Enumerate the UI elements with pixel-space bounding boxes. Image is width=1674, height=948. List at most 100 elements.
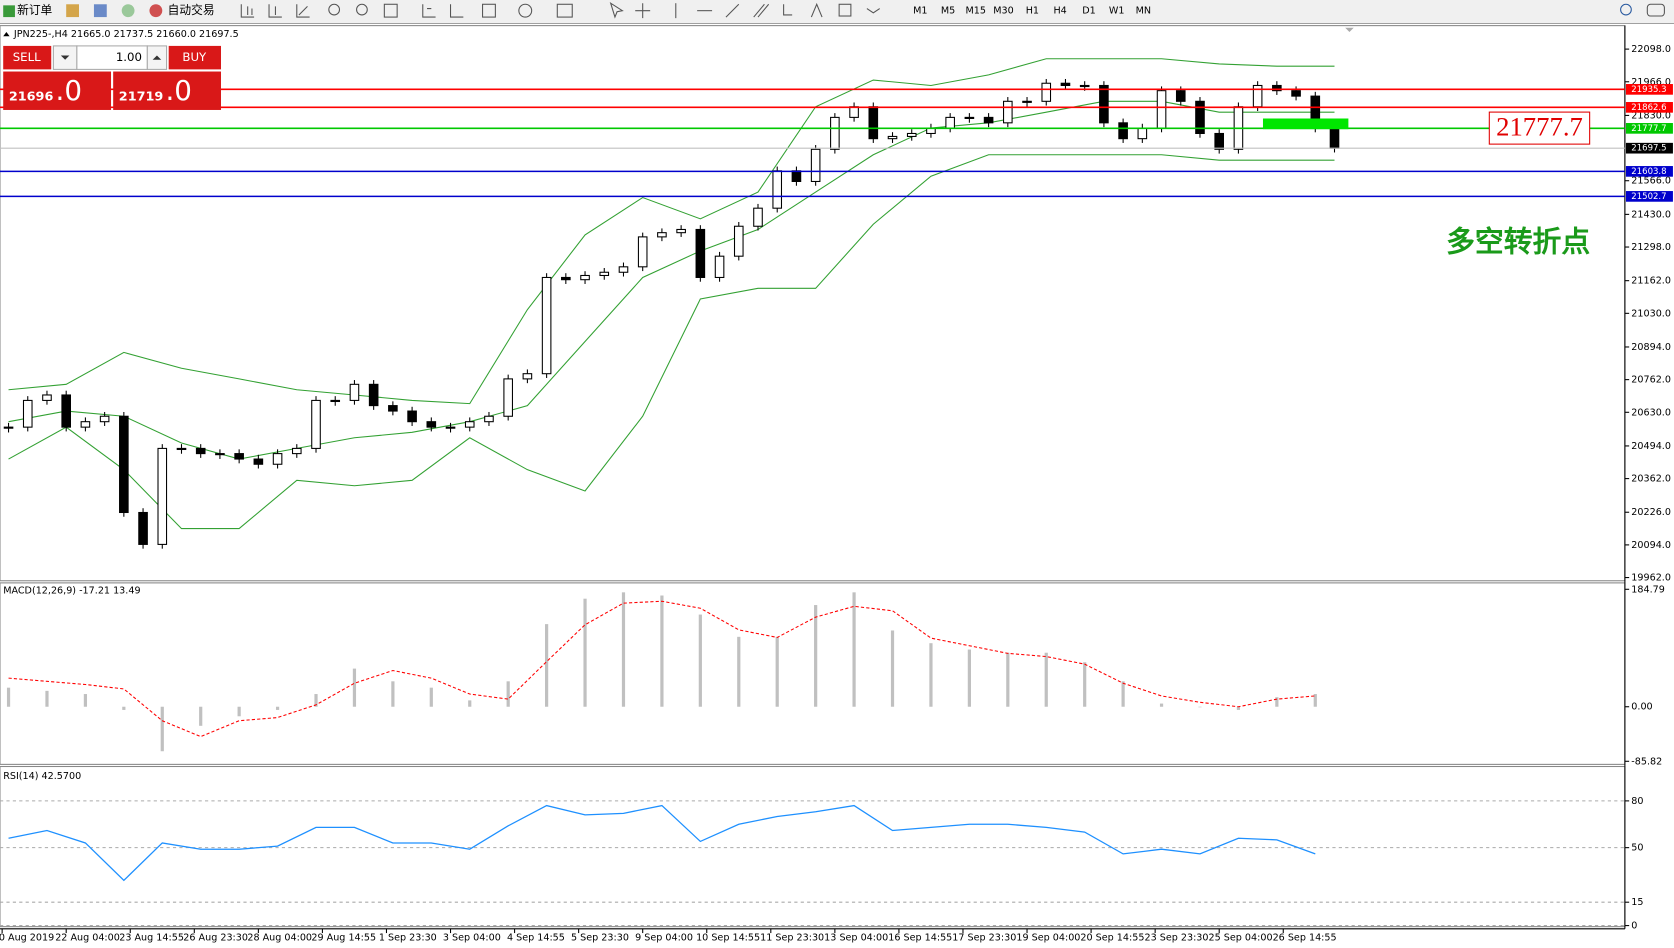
new-order-icon[interactable]: [3, 5, 15, 18]
timeframe-button[interactable]: M15: [966, 6, 987, 17]
timeframe-button[interactable]: H1: [1026, 6, 1039, 17]
icon[interactable]: [93, 4, 107, 18]
timeframe-button[interactable]: M5: [941, 6, 955, 17]
candle: [407, 410, 417, 423]
y-tick-label: 20494.0: [1631, 441, 1671, 452]
macd-panel: [0, 582, 1626, 765]
macd-bar: [45, 690, 49, 707]
timeframe-button[interactable]: M30: [993, 6, 1014, 17]
candle: [887, 135, 898, 140]
macd-title: MACD(12,26,9) -17.21 13.49: [3, 585, 140, 596]
price-tag: [1625, 123, 1673, 134]
macd-bar: [698, 614, 702, 707]
candle: [695, 228, 706, 278]
macd-bar: [275, 706, 280, 710]
candle: [426, 421, 437, 428]
tool-icons[interactable]: [240, 1, 881, 19]
arrow: [60, 55, 70, 60]
y-tick-label: 21162.0: [1631, 276, 1671, 287]
trade-panel: SELL 1.00 BUY 21696 .0 21719 .0: [3, 45, 221, 110]
candle: [791, 170, 802, 183]
pivot-zone: [1262, 118, 1349, 130]
icon[interactable]: [66, 4, 80, 18]
y-tick-label: -85.82: [1631, 756, 1662, 767]
candle: [714, 255, 725, 278]
buy-button[interactable]: [168, 45, 221, 70]
time-label: 4 Sep 14:55: [507, 932, 565, 943]
macd-bar: [737, 636, 741, 707]
price-tag: [1625, 84, 1673, 95]
buy-price-box[interactable]: [113, 71, 221, 110]
price-tag-label: 21502.7: [1631, 192, 1666, 202]
time-label: 10 Sep 14:55: [696, 932, 760, 943]
shift-marker: [1345, 27, 1354, 33]
candle: [80, 421, 91, 428]
sell-price: 21696: [9, 90, 54, 105]
volume-value: 1.00: [116, 50, 142, 64]
auto-trade-icon[interactable]: [149, 4, 163, 18]
candle: [657, 232, 667, 238]
candle: [753, 207, 763, 227]
bollinger-upper: [8, 58, 1335, 405]
macd-bar: [314, 694, 318, 707]
y-tick-label: 22098.0: [1631, 44, 1671, 55]
candle: [580, 274, 590, 281]
chat-icon[interactable]: [1646, 3, 1665, 17]
macd-bar: [122, 706, 126, 710]
sell-label[interactable]: SELL: [13, 50, 41, 64]
time-label: 26 Aug 23:30: [183, 932, 248, 943]
chart-title: JPN225-,H4 21665.0 21737.5 21660.0 21697…: [13, 29, 239, 40]
candle: [119, 415, 129, 514]
timeframe-button[interactable]: M1: [913, 6, 927, 17]
candle: [599, 271, 610, 277]
y-tick-label: 21298.0: [1631, 242, 1671, 253]
time-label: 13 Sep 04:00: [824, 932, 888, 943]
candle: [176, 447, 187, 451]
price-panel: [0, 25, 1626, 582]
timeframe-button[interactable]: H4: [1053, 6, 1066, 17]
collapse-icon[interactable]: [3, 32, 10, 37]
new-order-button[interactable]: 新订单: [17, 3, 52, 17]
timeframe-button[interactable]: D1: [1082, 6, 1096, 17]
candle: [42, 394, 52, 401]
candle: [983, 116, 994, 124]
arrow: [152, 55, 162, 60]
buy-label[interactable]: BUY: [182, 50, 207, 64]
macd-signal: [8, 600, 1316, 738]
candle: [195, 447, 206, 455]
candle: [61, 394, 71, 428]
candle: [522, 373, 533, 380]
candle: [234, 453, 244, 460]
time-label: 23 Sep 23:30: [1144, 932, 1208, 943]
price-tag: [1625, 191, 1673, 202]
timeframe-button[interactable]: MN: [1136, 6, 1151, 17]
buy-price: 21719: [119, 90, 164, 105]
price-tag-label: 21603.8: [1631, 167, 1666, 177]
toolbar: [0, 0, 1674, 24]
time-label: 28 Aug 04:00: [247, 932, 312, 943]
candle: [1175, 90, 1186, 102]
time-label: 29 Aug 14:55: [311, 932, 376, 943]
candle: [1329, 127, 1340, 149]
time-label: 16 Sep 14:55: [888, 932, 952, 943]
y-tick-label: 50: [1631, 843, 1643, 854]
icon[interactable]: [121, 4, 135, 18]
timeframe-button[interactable]: W1: [1109, 6, 1125, 17]
sell-button[interactable]: [3, 45, 52, 70]
candle: [637, 236, 648, 268]
auto-trade-button[interactable]: 自动交易: [168, 3, 215, 17]
price-tag: [1625, 142, 1673, 154]
macd-bar: [775, 636, 779, 707]
candle: [22, 399, 33, 428]
candle: [99, 415, 110, 423]
y-tick-label: 20894.0: [1631, 342, 1671, 353]
price-tag-label: 21935.3: [1631, 85, 1666, 95]
search-icon[interactable]: [1620, 3, 1632, 16]
sell-price-box[interactable]: [3, 71, 112, 110]
candle: [964, 116, 975, 119]
candle: [1022, 100, 1032, 103]
price-tag-label: 21697.5: [1631, 144, 1666, 154]
candle: [541, 276, 552, 375]
candle: [1060, 82, 1071, 87]
